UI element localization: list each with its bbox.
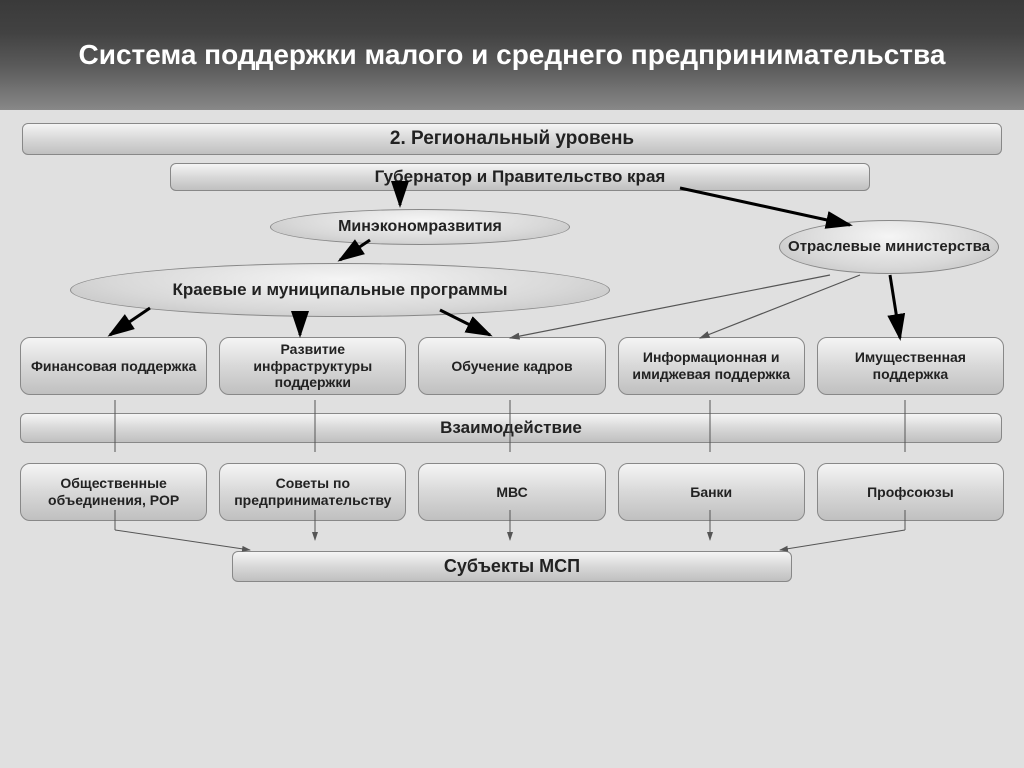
partners-row: Общественные объединения, РОР Советы по … bbox=[20, 463, 1004, 521]
partner-unions: Профсоюзы bbox=[817, 463, 1004, 521]
partner-councils: Советы по предпринимательству bbox=[219, 463, 406, 521]
section-header-bar: 2. Региональный уровень bbox=[22, 123, 1002, 155]
support-finance: Финансовая поддержка bbox=[20, 337, 207, 395]
partner-associations: Общественные объединения, РОР bbox=[20, 463, 207, 521]
partner-banks: Банки bbox=[618, 463, 805, 521]
governor-bar: Губернатор и Правительство края bbox=[170, 163, 870, 191]
diagram-area: 2. Региональный уровень Губернатор и Пра… bbox=[0, 110, 1024, 592]
support-property: Имущественная поддержка bbox=[817, 337, 1004, 395]
support-infra: Развитие инфраструктуры поддержки bbox=[219, 337, 406, 395]
interaction-bar: Взаимодействие bbox=[20, 413, 1002, 443]
mineco-ellipse: Минэкономразвития bbox=[270, 209, 570, 245]
support-info: Информационная и имиджевая поддержка bbox=[618, 337, 805, 395]
otrasl-ellipse: Отраслевые министерства bbox=[779, 220, 999, 274]
support-row: Финансовая поддержка Развитие инфраструк… bbox=[20, 337, 1004, 395]
subjects-bar: Субъекты МСП bbox=[232, 551, 792, 582]
programs-ellipse: Краевые и муниципальные программы bbox=[70, 263, 610, 317]
support-training: Обучение кадров bbox=[418, 337, 605, 395]
page-title: Система поддержки малого и среднего пред… bbox=[0, 0, 1024, 110]
partner-mvs: МВС bbox=[418, 463, 605, 521]
